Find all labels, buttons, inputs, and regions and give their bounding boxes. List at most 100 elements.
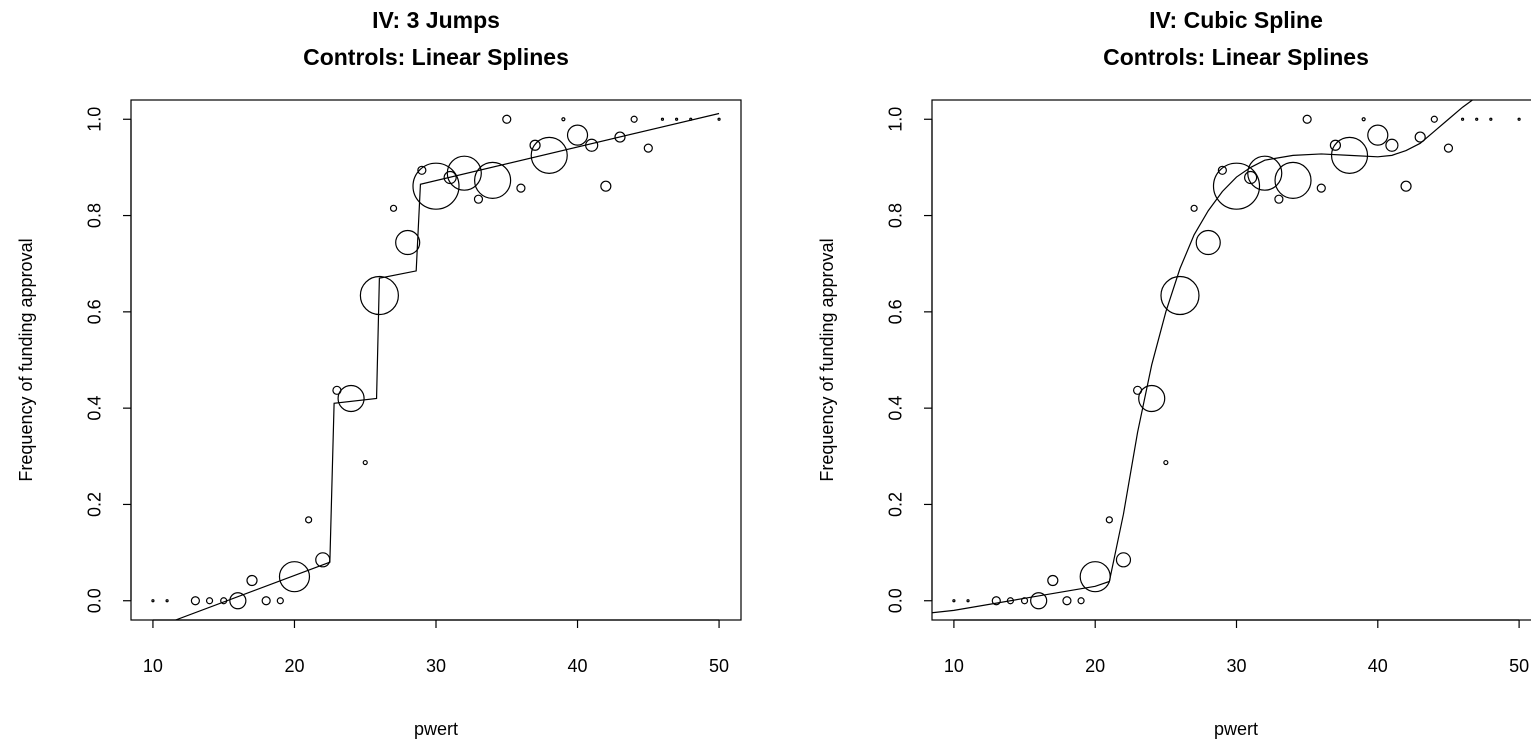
point: [1247, 155, 1283, 191]
point: [1302, 114, 1312, 124]
chart-title: IV: 3 Jumps: [372, 7, 500, 33]
x-tick-label: 30: [426, 656, 446, 676]
point: [1079, 561, 1111, 593]
point: [1212, 162, 1261, 210]
panel: IV: 3 Jumps Controls: Linear Splines pwert…: [16, 7, 742, 739]
panel: IV: Cubic Spline Controls: Linear Splines…: [817, 7, 1531, 739]
point: [151, 599, 155, 603]
point: [717, 117, 721, 121]
point: [1047, 574, 1059, 587]
point: [566, 124, 589, 146]
x-tick-label: 30: [1226, 656, 1246, 676]
y-tick-label: 0.8: [886, 203, 906, 228]
point: [395, 229, 421, 256]
point: [1430, 115, 1438, 123]
point: [529, 139, 541, 151]
y-tick-label: 0.4: [886, 396, 906, 421]
chart-subtitle: Controls: Linear Splines: [1103, 44, 1369, 70]
point: [1160, 275, 1200, 316]
point: [966, 599, 970, 603]
point: [1414, 131, 1426, 143]
x-tick-label: 50: [709, 656, 729, 676]
plot-box: [130, 99, 742, 621]
chart-subtitle: Controls: Linear Splines: [303, 44, 569, 70]
point: [643, 143, 653, 153]
plot-area: [932, 100, 1521, 614]
point: [276, 597, 284, 605]
point: [516, 183, 526, 193]
point: [1217, 165, 1227, 175]
point: [630, 115, 638, 123]
point: [1400, 180, 1412, 192]
x-tick-label: 20: [284, 656, 304, 676]
point: [1385, 138, 1399, 152]
point: [675, 117, 679, 121]
y-tick-label: 0.8: [85, 203, 105, 228]
point: [474, 161, 512, 200]
chart-title: IV: Cubic Spline: [1149, 7, 1323, 33]
point: [1163, 459, 1169, 466]
point: [278, 561, 311, 593]
x-tick-label: 50: [1509, 656, 1529, 676]
point: [1330, 136, 1369, 174]
y-tick-label: 0.6: [886, 299, 906, 324]
point: [205, 597, 214, 605]
point: [1030, 592, 1048, 610]
point: [502, 114, 512, 124]
y-tick-label: 0.0: [886, 588, 906, 613]
point: [417, 165, 427, 175]
y-tick-label: 1.0: [85, 107, 105, 132]
point: [412, 162, 460, 210]
point: [1329, 139, 1342, 151]
point: [1517, 117, 1521, 121]
point: [1475, 117, 1479, 121]
x-axis-label: pwert: [1214, 719, 1258, 739]
y-tick-label: 1.0: [886, 107, 906, 132]
x-tick-label: 40: [1368, 656, 1388, 676]
point: [1274, 194, 1284, 204]
fit-line: [175, 112, 720, 620]
point: [1190, 204, 1198, 212]
point: [1367, 124, 1389, 146]
point: [1274, 161, 1312, 200]
point: [446, 155, 482, 191]
point: [660, 117, 665, 121]
plot-area: [151, 112, 721, 620]
point: [530, 136, 568, 174]
point: [600, 180, 612, 192]
point: [991, 596, 1001, 606]
y-axis-label: Frequency of funding approval: [817, 238, 837, 481]
point: [165, 599, 169, 603]
point: [1460, 117, 1465, 121]
point: [952, 599, 956, 603]
y-tick-label: 0.2: [85, 492, 105, 517]
fit-line: [932, 100, 1473, 614]
point: [614, 131, 626, 143]
point: [246, 574, 258, 587]
point: [1361, 117, 1366, 122]
point: [1062, 596, 1072, 606]
point: [1316, 183, 1326, 193]
point: [1138, 384, 1166, 413]
point: [305, 516, 313, 524]
point: [473, 194, 484, 204]
point: [1489, 117, 1493, 121]
point: [1105, 516, 1113, 524]
y-axis-label: Frequency of funding approval: [16, 238, 36, 481]
x-tick-label: 20: [1085, 656, 1105, 676]
point: [190, 596, 200, 606]
x-tick-label: 10: [143, 656, 163, 676]
plot-box: [931, 99, 1531, 621]
x-tick-label: 10: [944, 656, 964, 676]
point: [389, 204, 398, 212]
point: [1195, 229, 1221, 256]
x-tick-label: 40: [568, 656, 588, 676]
point: [1443, 143, 1454, 153]
point: [561, 117, 566, 122]
x-axis-label: pwert: [414, 719, 458, 739]
point: [362, 459, 368, 466]
point: [1077, 597, 1085, 605]
point: [359, 275, 399, 316]
y-tick-label: 0.2: [886, 492, 906, 517]
